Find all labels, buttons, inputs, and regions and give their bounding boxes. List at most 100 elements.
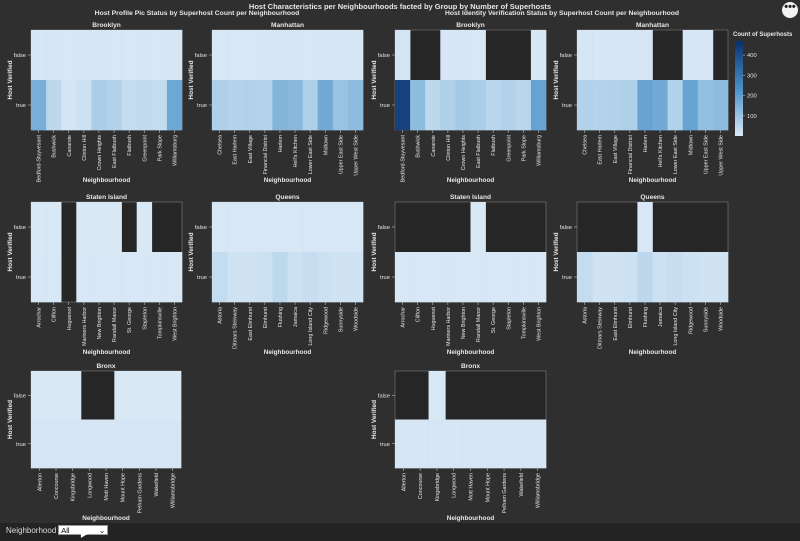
heatmap-cell [64, 419, 82, 469]
heatmap-cell [637, 30, 653, 81]
heatmap-cell [287, 202, 303, 253]
x-tick-label: Upper East Side [703, 135, 709, 174]
heatmap-cell [151, 252, 168, 303]
x-axis-title: Neighbourhood [629, 177, 677, 184]
y-axis-title: Host Verified [7, 60, 14, 99]
heatmap-cell [76, 202, 92, 253]
facet-header: Manhattan [271, 22, 304, 29]
x-tick-label: Wakefield [154, 473, 160, 496]
heatmap-cell [31, 252, 47, 303]
heatmap-cell [136, 80, 153, 131]
x-tick-label: East Harlem [233, 135, 239, 165]
heatmap-cell [470, 80, 486, 131]
heatmap-cell [212, 202, 228, 253]
x-tick-label: Ridgewood [323, 307, 329, 334]
heatmap-cell [347, 30, 364, 81]
x-axis-title: Neighbourhood [264, 349, 312, 356]
heatmap-cell [121, 252, 137, 303]
y-axis-title: Host Verified [188, 232, 195, 271]
neighborhood-select[interactable]: All ⌄ [58, 525, 109, 535]
heatmap-cell [136, 202, 153, 253]
heatmap-cell [470, 202, 486, 253]
heatmap-cell [31, 419, 48, 469]
facet-header: Queens [640, 194, 665, 201]
x-tick-label: Wakefield [519, 473, 525, 496]
heatmap-cell [332, 202, 349, 253]
heatmap-cell [395, 30, 411, 81]
x-tick-label: Ditmars Steinway [233, 307, 239, 349]
heatmap-cell [302, 30, 318, 81]
heatmap-cell [317, 202, 334, 253]
x-tick-label: Bedford-Stuyvesant [37, 135, 43, 183]
x-tick-label: St. George [491, 307, 497, 333]
heatmap-cell [151, 80, 168, 131]
x-tick-label: East Village [248, 135, 254, 163]
heatmap-cell [121, 80, 137, 131]
x-tick-label: Pelham Gardens [502, 473, 508, 514]
heatmap-cell [500, 80, 517, 131]
x-tick-label: East Village [613, 135, 619, 163]
heatmap-cell [592, 80, 608, 131]
x-tick-label: Sunnyside [703, 307, 709, 332]
y-tick-label: true [16, 442, 26, 448]
x-tick-label: New Brighton [97, 307, 103, 339]
x-tick-label: West Brighton [536, 307, 542, 341]
x-tick-label: Greenpoint [142, 134, 148, 161]
y-axis-title: Host Verified [553, 60, 560, 99]
heatmap-cell [242, 202, 258, 253]
heatmap-cell [637, 202, 653, 253]
x-tick-label: Upper East Side [338, 135, 344, 174]
heatmap-cell [697, 252, 714, 303]
heatmap-cell [257, 80, 273, 131]
x-tick-label: Clinton Hill [446, 135, 452, 161]
heatmap-cell [515, 252, 532, 303]
y-tick-label: false [378, 225, 390, 231]
x-tick-label: Kingsbridge [435, 473, 441, 501]
x-axis-title: Neighbourhood [82, 515, 130, 522]
x-tick-label: Hell's Kitchen [658, 135, 664, 168]
x-tick-label: Hell's Kitchen [293, 135, 299, 168]
x-tick-label: Jamaica [658, 307, 664, 327]
faceted-heatmap-chart: Host Characteristics per Neighbourhoods … [7, 2, 793, 522]
heatmap-cell [257, 252, 273, 303]
facet-header: Bronx [461, 363, 480, 370]
facet-header: Brooklyn [92, 22, 121, 29]
heatmap-cell [91, 252, 107, 303]
actions-menu-button[interactable]: ••• [782, 2, 798, 18]
heatmap-cell [395, 80, 411, 131]
heatmap-cell [287, 80, 303, 131]
legend-tick-label: 400 [747, 53, 757, 59]
x-tick-label: Ridgewood [688, 307, 694, 334]
heatmap-cell [445, 419, 463, 469]
x-tick-label: Huguenot [67, 307, 73, 331]
facet-header: Queens [275, 194, 300, 201]
subchart-title: Host Profile Pic Status by Superhost Cou… [95, 10, 300, 17]
heatmap-cell [272, 80, 288, 131]
y-tick-label: true [16, 103, 26, 109]
x-tick-label: Ditmars Steinway [598, 307, 604, 349]
y-tick-label: true [380, 275, 390, 281]
x-tick-label: Park Slope [521, 135, 527, 161]
y-tick-label: true [197, 275, 207, 281]
x-tick-label: West Brighton [172, 307, 178, 341]
facet-header: Bronx [96, 363, 115, 370]
x-tick-label: Clifton [52, 307, 58, 322]
heatmap-cell [46, 30, 62, 81]
x-tick-label: East Harlem [598, 135, 604, 165]
heatmap-cell [697, 30, 714, 81]
x-tick-label: Kingsbridge [71, 473, 77, 501]
heatmap-cell [667, 80, 683, 131]
x-tick-label: Williamsburg [536, 135, 542, 166]
x-tick-label: Flushing [643, 307, 649, 327]
x-tick-label: Williamsbridge [536, 473, 542, 508]
heatmap-cell [106, 80, 122, 131]
heatmap-cell [500, 252, 517, 303]
y-tick-label: false [195, 53, 207, 59]
x-tick-label: Flatbush [491, 135, 497, 156]
x-tick-label: Longwood [87, 473, 93, 498]
heatmap-cell [164, 419, 182, 469]
neighborhood-filter: Neighborhood All ⌄ [6, 523, 109, 537]
heatmap-cell [428, 371, 446, 420]
x-tick-label: Chelsea [583, 135, 589, 155]
heatmap-cell [227, 252, 243, 303]
